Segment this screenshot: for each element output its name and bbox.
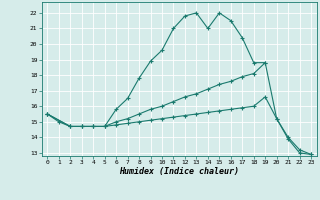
X-axis label: Humidex (Indice chaleur): Humidex (Indice chaleur) — [119, 167, 239, 176]
